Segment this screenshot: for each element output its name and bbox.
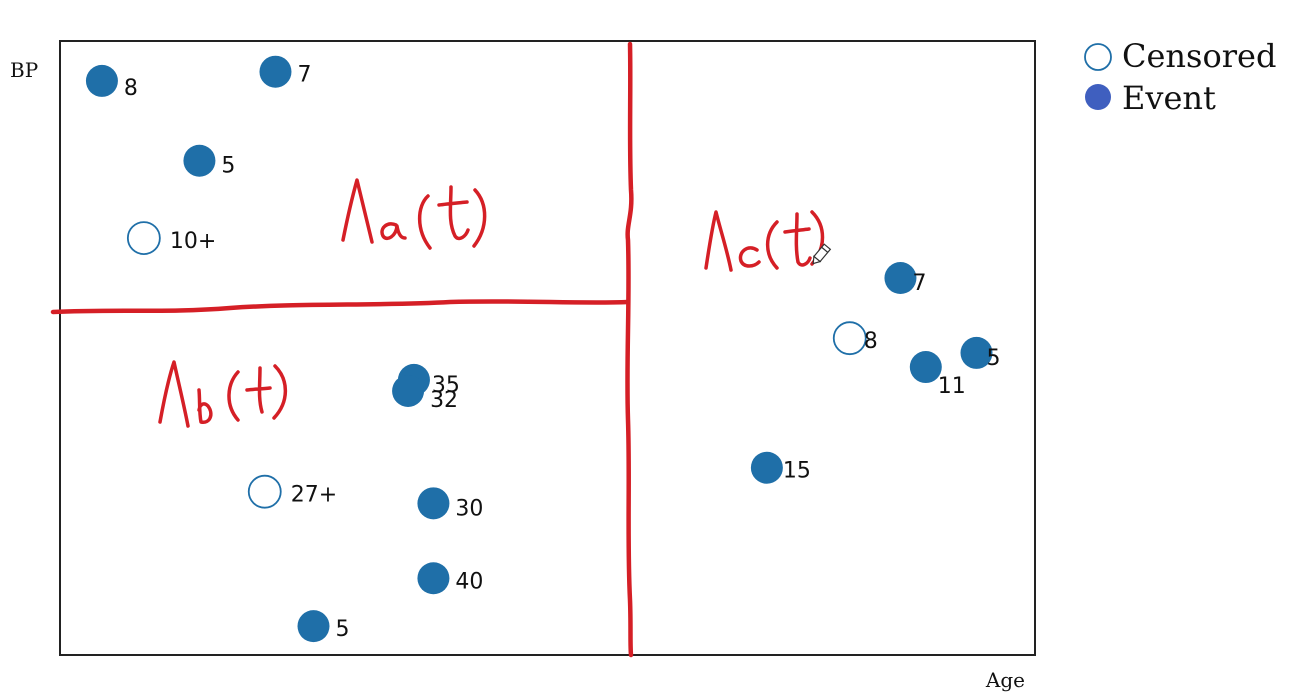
event-point — [960, 336, 993, 369]
event-point — [392, 374, 425, 407]
point-label: 10+ — [170, 229, 216, 254]
censored-point — [247, 474, 282, 509]
event-point — [417, 487, 450, 520]
annotation-lambda-b — [158, 360, 288, 428]
point-label: 15 — [783, 459, 811, 484]
event-point — [297, 610, 330, 643]
plot-frame — [59, 40, 1036, 656]
legend: Censored Event — [1084, 37, 1276, 117]
horizontal-split-line — [50, 299, 631, 315]
point-label: 7 — [912, 271, 926, 296]
event-point — [884, 262, 917, 295]
point-label: 5 — [987, 346, 1001, 371]
point-label: 35 — [432, 373, 460, 398]
legend-censored-marker — [1084, 43, 1112, 71]
event-point — [259, 55, 292, 88]
point-label: 8 — [864, 329, 878, 354]
vertical-split-line — [625, 41, 634, 658]
legend-event-label: Event — [1122, 79, 1216, 117]
point-label: 27+ — [291, 483, 337, 508]
point-label: 7 — [297, 63, 311, 88]
point-label: 5 — [221, 154, 235, 179]
point-label: 11 — [938, 374, 966, 399]
x-axis-label: Age — [985, 668, 1025, 692]
point-label: 40 — [455, 569, 483, 594]
pencil-icon — [812, 243, 832, 265]
event-point — [909, 351, 942, 384]
y-axis-label: BP — [10, 58, 38, 82]
event-point — [417, 562, 450, 595]
annotation-lambda-a — [341, 178, 487, 250]
event-point — [183, 144, 216, 177]
legend-censored-label: Censored — [1122, 37, 1276, 75]
point-label: 30 — [455, 496, 483, 521]
censored-point — [126, 221, 161, 255]
point-label: 5 — [336, 617, 350, 642]
point-label: 32 — [430, 388, 458, 413]
legend-event-marker — [1085, 84, 1111, 110]
point-label: 8 — [124, 76, 138, 101]
event-point — [85, 64, 118, 97]
event-point — [750, 451, 783, 484]
annotation-lambda-c — [704, 210, 825, 272]
censored-point — [832, 321, 867, 356]
